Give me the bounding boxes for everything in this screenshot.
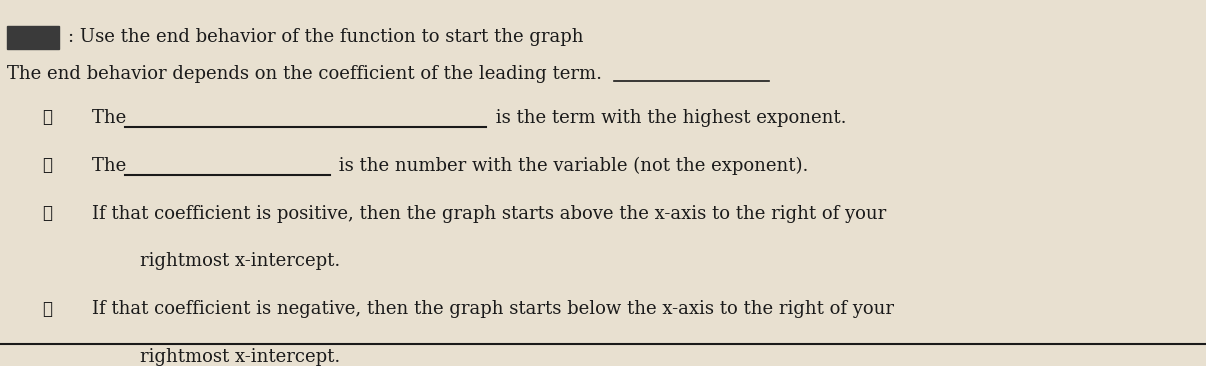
Text: The end behavior depends on the coefficient of the leading term.: The end behavior depends on the coeffici… (7, 65, 603, 83)
Text: If that coefficient is positive, then the graph starts above the x-axis to the r: If that coefficient is positive, then th… (92, 205, 886, 223)
Text: ★: ★ (42, 109, 52, 126)
FancyBboxPatch shape (7, 26, 59, 49)
Text: ★: ★ (42, 205, 52, 222)
Text: The: The (92, 109, 131, 127)
Text: is the term with the highest exponent.: is the term with the highest exponent. (490, 109, 847, 127)
Text: rightmost x-intercept.: rightmost x-intercept. (140, 348, 340, 366)
Text: If that coefficient is negative, then the graph starts below the x-axis to the r: If that coefficient is negative, then th… (92, 300, 894, 318)
Text: is the number with the variable (not the exponent).: is the number with the variable (not the… (333, 157, 808, 175)
Text: ★: ★ (42, 157, 52, 174)
Text: ★: ★ (42, 301, 52, 318)
Text: rightmost x-intercept.: rightmost x-intercept. (140, 253, 340, 270)
Text: The: The (92, 157, 131, 175)
Text: : Use the end behavior of the function to start the graph: : Use the end behavior of the function t… (68, 29, 582, 46)
